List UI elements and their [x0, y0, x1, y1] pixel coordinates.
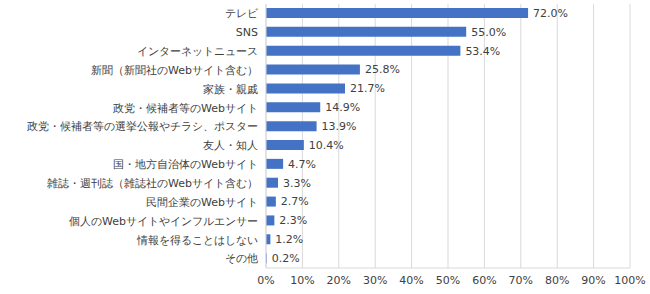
svg-text:53.4%: 53.4% [465, 45, 500, 58]
svg-text:21.7%: 21.7% [350, 82, 385, 95]
svg-text:2.7%: 2.7% [281, 195, 309, 208]
svg-text:個人のWebサイトやインフルエンサー: 個人のWebサイトやインフルエンサー [69, 215, 258, 228]
svg-text:40%: 40% [399, 274, 423, 287]
svg-text:情報を得ることはしない: 情報を得ることはしない [136, 234, 258, 247]
svg-text:1.2%: 1.2% [275, 233, 303, 246]
svg-text:70%: 70% [509, 274, 533, 287]
svg-text:90%: 90% [581, 274, 605, 287]
svg-text:国・地方自治体のWebサイト: 国・地方自治体のWebサイト [113, 158, 258, 171]
svg-text:0%: 0% [257, 274, 274, 287]
svg-text:55.0%: 55.0% [471, 26, 506, 39]
svg-text:60%: 60% [472, 274, 496, 287]
svg-text:SNS: SNS [236, 26, 258, 39]
svg-text:100%: 100% [614, 274, 642, 287]
svg-text:雑誌・週刊誌（雑誌社のWebサイト含む）: 雑誌・週刊誌（雑誌社のWebサイト含む） [47, 177, 258, 190]
svg-text:2.3%: 2.3% [279, 214, 307, 227]
svg-text:10%: 10% [290, 274, 314, 287]
svg-text:25.8%: 25.8% [365, 63, 400, 76]
svg-text:インターネットニュース: インターネットニュース [137, 45, 258, 58]
svg-text:政党・候補者等のWebサイト: 政党・候補者等のWebサイト [113, 102, 258, 115]
svg-text:80%: 80% [545, 274, 569, 287]
svg-text:家族・親戚: 家族・親戚 [203, 83, 258, 96]
svg-text:4.7%: 4.7% [288, 158, 316, 171]
svg-text:新聞（新聞社のWebサイト含む）: 新聞（新聞社のWebサイト含む） [91, 64, 258, 77]
svg-text:0.2%: 0.2% [272, 252, 300, 265]
svg-text:民間企業のWebサイト: 民間企業のWebサイト [146, 196, 258, 209]
svg-text:13.9%: 13.9% [322, 120, 357, 133]
svg-text:テレビ: テレビ [225, 7, 259, 20]
svg-text:72.0%: 72.0% [533, 7, 568, 20]
svg-text:政党・候補者等の選挙公報やチラシ、ポスター: 政党・候補者等の選挙公報やチラシ、ポスター [27, 120, 258, 133]
svg-text:友人・知人: 友人・知人 [203, 139, 258, 152]
svg-text:20%: 20% [327, 274, 351, 287]
svg-text:3.3%: 3.3% [283, 177, 311, 190]
svg-text:その他: その他 [225, 252, 258, 265]
svg-text:50%: 50% [436, 274, 460, 287]
svg-text:14.9%: 14.9% [325, 101, 360, 114]
svg-text:10.4%: 10.4% [309, 139, 344, 152]
svg-text:30%: 30% [363, 274, 387, 287]
